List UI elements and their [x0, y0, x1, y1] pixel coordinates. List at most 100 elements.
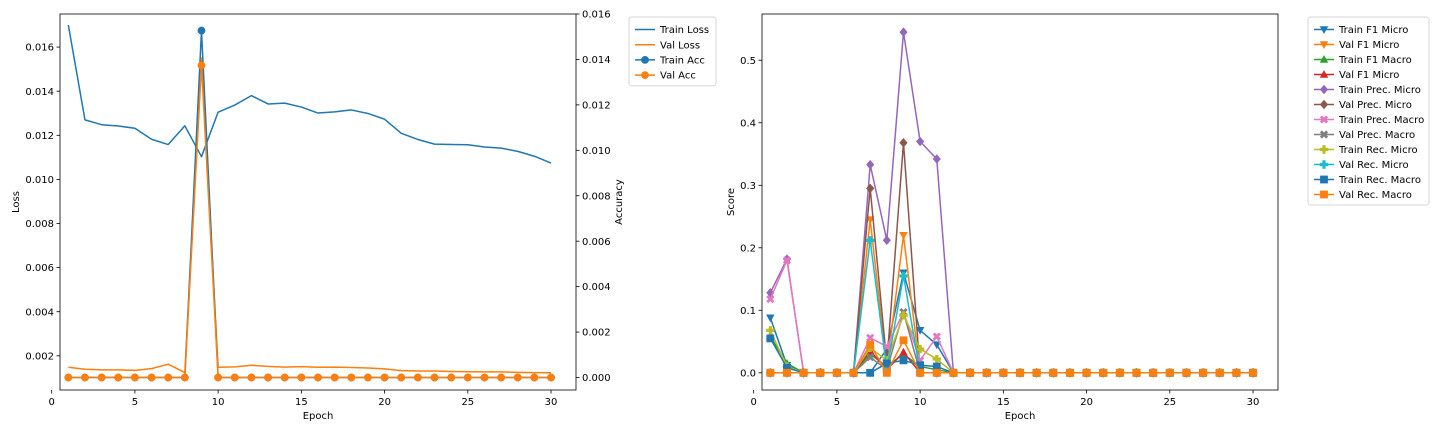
series-line: [68, 57, 552, 374]
legend-swatch-marker: [1319, 70, 1329, 78]
data-point: [1082, 368, 1091, 377]
legend-swatch-marker: [1319, 41, 1329, 49]
data-point: [899, 271, 908, 281]
data-point: [932, 332, 941, 341]
legend-frame: [628, 16, 717, 87]
data-point: [430, 373, 439, 382]
data-point: [899, 347, 908, 356]
data-point: [380, 373, 389, 382]
legend-label: Val Loss: [660, 40, 700, 51]
data-point: [147, 373, 156, 382]
legend-swatch-marker: [1319, 55, 1329, 63]
data-point: [297, 373, 306, 382]
legend-item-train-rec-micro: Train Rec. Micro: [1314, 145, 1418, 156]
y-right-tick-label: 0.014: [582, 55, 611, 66]
data-point: [866, 368, 875, 377]
data-point: [982, 368, 991, 377]
data-point: [347, 373, 356, 382]
data-point: [1016, 368, 1024, 377]
plot-frame: [59, 13, 577, 391]
data-point: [1182, 368, 1191, 377]
loss-accuracy-legend: Train Loss Val Loss Train Acc Val Acc: [628, 16, 717, 87]
data-point: [1132, 368, 1141, 377]
data-point: [899, 231, 908, 240]
legend-swatch-marker: [1319, 145, 1329, 154]
data-point: [899, 336, 908, 345]
data-point: [397, 373, 406, 382]
legend-swatch-marker: [641, 71, 649, 79]
data-point: [1149, 368, 1158, 377]
data-point: [180, 373, 189, 382]
y-tick-label: 0.010: [25, 175, 54, 186]
legend-label: Train F1 Macro: [1338, 55, 1412, 66]
data-point: [966, 368, 974, 377]
data-point: [1165, 368, 1174, 377]
y-tick-label: 0.2: [740, 243, 756, 254]
data-point: [97, 373, 106, 382]
data-point: [932, 154, 941, 164]
data-point: [463, 373, 472, 382]
data-point: [330, 373, 339, 382]
y-tick-label: 0.004: [25, 307, 54, 318]
y-right-tick-label: 0.010: [582, 146, 611, 157]
legend-item-val-f1-micro: Val F1 Micro: [1314, 70, 1399, 81]
legend-label: Val F1 Micro: [1339, 40, 1399, 51]
y-tick-label: 0.0: [740, 368, 756, 379]
data-point: [64, 373, 73, 382]
y-tick-label: 0.006: [25, 263, 54, 274]
data-point: [782, 256, 792, 265]
data-point: [447, 373, 456, 382]
legend-item-val-rec-macro: Val Rec. Macro: [1314, 190, 1412, 201]
legend-label: Train Loss: [659, 25, 709, 36]
loss-accuracy-axes: 0 5 10 15 20 25 30 0.002 0.004 0.006 0.008 0.010 0.0…: [25, 10, 610, 408]
data-point: [766, 334, 775, 343]
data-point: [197, 26, 206, 35]
y-tick-label: 0.012: [25, 131, 54, 142]
legend-swatch-marker: [1319, 130, 1329, 139]
x-tick-label: 0: [48, 397, 54, 408]
y-right-tick-label: 0.016: [582, 10, 611, 21]
data-point: [164, 373, 173, 382]
score-axes: 0 5 10 15 20 25 30 0.0 0.1 0.2 0.3 0.4 0.5: [740, 56, 1259, 408]
data-point: [247, 373, 256, 382]
data-point: [799, 368, 808, 377]
legend-item-train-rec-macro: Train Rec. Macro: [1314, 175, 1421, 186]
x-axis-label: Epoch: [303, 411, 334, 422]
x-tick-label: 15: [295, 397, 308, 408]
data-point: [1249, 368, 1257, 377]
legend-swatch-marker: [1320, 175, 1328, 184]
legend-item-val-rec-micro: Val Rec. Micro: [1314, 160, 1409, 171]
data-point: [866, 159, 875, 170]
legend-label: Val Prec. Micro: [1339, 100, 1412, 111]
data-point: [899, 311, 908, 320]
legend-swatch-marker: [1319, 99, 1329, 110]
data-point: [899, 137, 908, 148]
data-point: [114, 373, 123, 382]
y-axis-label-right: Accuracy: [614, 179, 625, 225]
data-point: [530, 373, 539, 382]
legend-swatch-marker: [1319, 26, 1329, 34]
legend-label: Train Prec. Macro: [1338, 115, 1424, 126]
data-point: [1232, 368, 1241, 377]
legend-item-val-f1-micro: Val F1 Micro: [1314, 40, 1399, 51]
data-point: [949, 368, 958, 377]
data-point: [547, 373, 555, 382]
legend-label: Train F1 Micro: [1338, 25, 1408, 36]
series-train-loss: [67, 24, 552, 164]
data-point: [932, 341, 942, 350]
y-right-tick-label: 0.002: [582, 328, 611, 339]
score-marks: [766, 27, 1258, 378]
y-tick-label: 0.1: [740, 306, 756, 317]
legend-item-train-acc: Train Acc: [635, 56, 705, 67]
legend-item-train-loss: Train Loss: [635, 25, 709, 36]
legend-swatch-marker: [1319, 115, 1329, 124]
data-point: [364, 373, 372, 382]
legend-label: Val Prec. Macro: [1339, 130, 1415, 141]
data-point: [1066, 368, 1074, 377]
legend-label: Train Rec. Micro: [1338, 145, 1418, 156]
legend-label: Val Rec. Micro: [1339, 160, 1409, 171]
score-chart: 0 5 10 15 20 25 30 0.0 0.1 0.2 0.3 0.4 0.5 Epoch Sco…: [726, 13, 1430, 422]
data-point: [882, 368, 891, 377]
data-point: [1099, 368, 1108, 377]
